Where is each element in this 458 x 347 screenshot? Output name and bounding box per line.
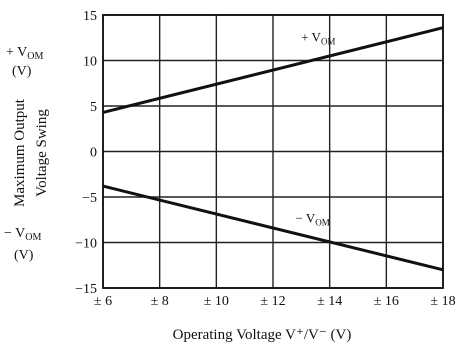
x-tick-label: ± 6 [94,294,112,309]
y-tick-label: 15 [83,9,97,24]
series-label-negative: − VOM [296,210,330,227]
grid-lines [102,14,444,289]
x-tick-label: ± 18 [430,294,455,309]
negative-vom-label-sub: OM [25,232,41,243]
negative-vom-label: − VOM [4,226,41,243]
tick-labels: ± 6 ± 8 ± 10 ± 12 ± 14 ± 16 ± 18 15 10 5 0 −5 −10 −15 [75,9,456,309]
series-label-positive-main: + V [301,29,321,44]
x-tick-label: ± 8 [151,294,169,309]
negative-vom-label-main: − V [4,226,25,241]
positive-vom-label-sub: OM [27,51,43,62]
series-label-negative-main: − V [296,210,316,225]
x-tick-label: ± 10 [204,294,229,309]
y-tick-label: 10 [83,55,97,70]
positive-vom-label-main: + V [6,45,27,60]
series-label-negative-sub: OM [315,217,330,227]
series-lines [102,26,444,272]
x-tick-label: ± 16 [374,294,399,309]
x-tick-label: ± 14 [317,294,342,309]
plot-frame [102,14,444,289]
y-axis-label-line2: Voltage Swing [34,109,50,197]
y-tick-label: 5 [90,100,97,115]
series-line-positive [102,26,444,114]
y-tick-label: 0 [90,146,97,161]
x-axis-label: Operating Voltage V⁺/V⁻ (V) [173,327,352,343]
positive-vom-label: + VOM [6,45,43,62]
series-label-positive-sub: OM [321,36,336,46]
positive-vom-unit: (V) [12,64,32,79]
series-label-positive: + VOM [301,29,335,46]
y-tick-label: −5 [82,191,97,206]
y-tick-label: −10 [75,237,97,252]
y-tick-label: −15 [75,282,97,297]
series-line-negative [102,184,444,272]
x-tick-label: ± 12 [260,294,285,309]
negative-vom-unit: (V) [14,248,34,263]
y-axis-label-line1: Maximum Output [12,98,28,207]
